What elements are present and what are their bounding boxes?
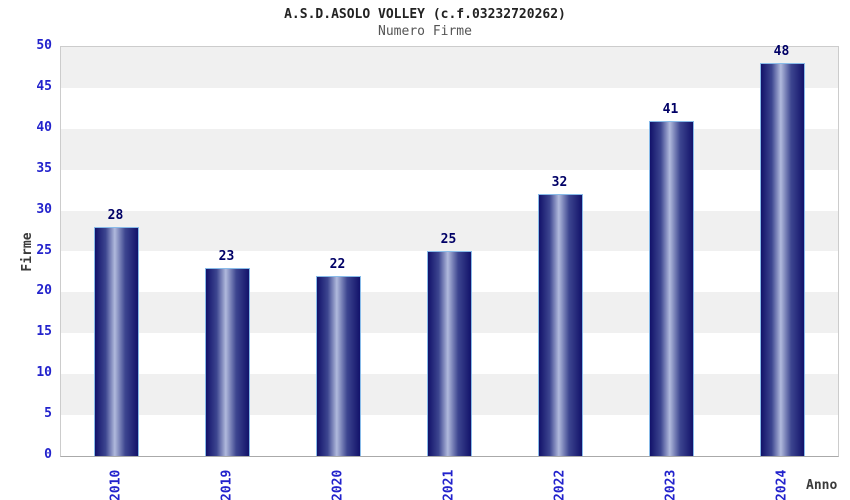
grid-band	[61, 47, 838, 88]
y-tick-label: 15	[36, 324, 52, 340]
x-tick-label-2010: 2010	[108, 469, 123, 500]
y-tick-label: 30	[36, 201, 52, 217]
bar-value-label: 25	[440, 232, 457, 247]
x-tick-label-2022: 2022	[552, 469, 567, 500]
chart-subtitle: Numero Firme	[378, 24, 472, 39]
y-tick-label: 35	[36, 160, 52, 176]
bar-2022	[538, 194, 583, 456]
bar-value-label: 41	[662, 102, 679, 117]
bar-value-label: 28	[107, 208, 124, 223]
y-tick-label: 5	[44, 406, 52, 422]
grid-band	[61, 128, 838, 170]
bar-2020	[316, 276, 361, 456]
y-tick-label: 0	[44, 447, 52, 462]
y-tick-label: 45	[36, 78, 52, 94]
bar-2019	[205, 268, 250, 456]
x-tick-label-2019: 2019	[219, 469, 234, 500]
bar-2023	[649, 121, 694, 456]
bar-value-label: 32	[551, 175, 568, 190]
x-tick-label-2024: 2024	[774, 469, 789, 500]
bar-value-label: 48	[773, 44, 790, 59]
grid-band	[61, 169, 838, 211]
y-tick-label: 40	[36, 119, 52, 135]
bar-value-label: 22	[329, 257, 346, 272]
bar-2024	[760, 63, 805, 456]
y-tick-label: 10	[36, 365, 52, 381]
grid-band	[61, 87, 838, 129]
y-tick-label: 50	[36, 38, 52, 53]
y-tick-label: 20	[36, 283, 52, 299]
chart-title: A.S.D.ASOLO VOLLEY (c.f.03232720262)	[284, 7, 566, 22]
bar-value-label: 23	[218, 249, 235, 264]
x-tick-label-2023: 2023	[663, 469, 678, 500]
bar-2021	[427, 251, 472, 456]
x-axis-title: Anno	[806, 478, 838, 493]
x-tick-label-2021: 2021	[441, 469, 456, 500]
plot-area	[60, 46, 839, 457]
bar-2010	[94, 227, 139, 456]
grid-band	[61, 210, 838, 252]
x-tick-label-2020: 2020	[330, 469, 345, 500]
y-tick-label: 25	[36, 242, 52, 258]
